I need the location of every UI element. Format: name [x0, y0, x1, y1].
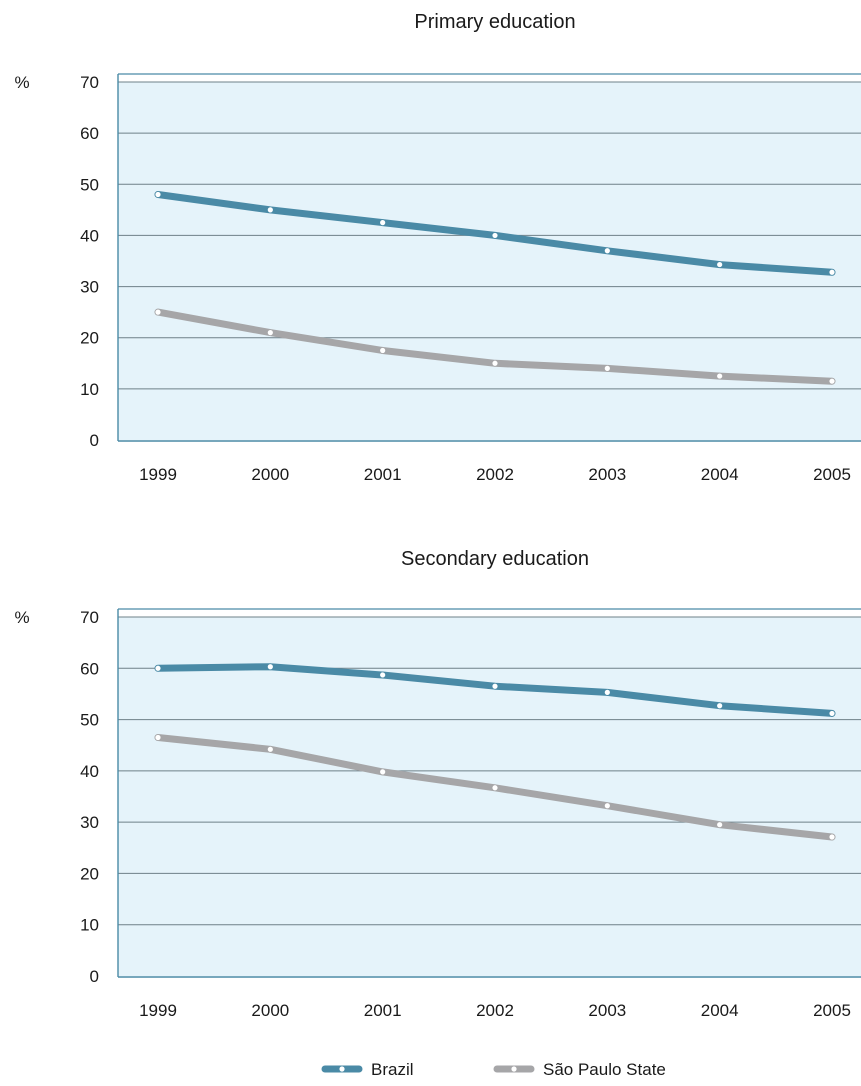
- y-tick-label: 50: [80, 175, 99, 194]
- data-point: [491, 682, 499, 690]
- data-point: [154, 191, 162, 198]
- chart-title: Primary education: [414, 11, 575, 33]
- y-tick-label: 10: [80, 380, 99, 399]
- y-tick-label: 30: [80, 278, 99, 297]
- x-tick-label: 1999: [139, 1001, 177, 1020]
- data-point: [491, 784, 499, 792]
- x-tick-label: 2004: [701, 465, 739, 484]
- data-point: [603, 364, 611, 372]
- y-tick-label: 40: [80, 226, 99, 245]
- legend-marker: [339, 1066, 345, 1072]
- x-tick-label: 2003: [588, 1001, 626, 1020]
- y-tick-label: 0: [90, 967, 99, 986]
- data-point: [266, 663, 274, 671]
- chart-title: Secondary education: [401, 548, 589, 570]
- legend: Brazil São Paulo State: [321, 1060, 666, 1079]
- y-tick-label: 50: [80, 711, 99, 730]
- data-point: [379, 671, 387, 679]
- x-tick-label: 2005: [813, 1001, 851, 1020]
- x-tick-label: 2003: [588, 465, 626, 484]
- data-point: [716, 261, 724, 268]
- y-axis-label: %: [14, 73, 29, 92]
- data-point: [154, 308, 162, 316]
- data-point: [379, 768, 387, 776]
- y-tick-label: 0: [90, 431, 99, 450]
- data-point: [154, 734, 162, 741]
- y-tick-label: 30: [80, 813, 99, 832]
- y-axis-label: %: [14, 608, 29, 627]
- data-point: [154, 664, 162, 672]
- x-tick-label: 2002: [476, 1001, 514, 1020]
- data-point: [603, 247, 611, 255]
- y-tick-label: 60: [80, 659, 99, 678]
- data-point: [828, 377, 836, 385]
- data-point: [603, 802, 611, 810]
- chart-panel-1: Primary education 0 10 20 30 40 50 60 70% 1999 200…: [14, 11, 861, 484]
- data-point: [828, 710, 836, 717]
- data-point: [266, 206, 274, 214]
- x-tick-label: 2002: [476, 465, 514, 484]
- plot-area: [118, 82, 861, 440]
- data-point: [716, 372, 724, 380]
- plot-area: [118, 617, 861, 976]
- x-tick-label: 2005: [813, 465, 851, 484]
- y-tick-label: 70: [80, 608, 99, 627]
- data-point: [716, 821, 724, 829]
- y-tick-label: 10: [80, 916, 99, 935]
- data-point: [491, 359, 499, 367]
- chart-panel-2: Secondary education 0 10 20 30 40 50 60 70% 1999 2…: [14, 548, 861, 1020]
- y-tick-label: 20: [80, 864, 99, 883]
- data-point: [716, 702, 724, 710]
- x-tick-label: 2000: [251, 1001, 289, 1020]
- data-point: [266, 329, 274, 337]
- data-point: [828, 833, 836, 841]
- data-point: [603, 688, 611, 696]
- x-tick-label: 2001: [364, 465, 402, 484]
- data-point: [379, 347, 387, 354]
- data-point: [491, 232, 499, 239]
- data-point: [266, 745, 274, 753]
- legend-marker: [511, 1066, 517, 1072]
- legend-label: Brazil: [371, 1060, 414, 1079]
- y-tick-label: 20: [80, 329, 99, 348]
- y-tick-label: 60: [80, 124, 99, 143]
- y-tick-label: 70: [80, 73, 99, 92]
- x-tick-label: 1999: [139, 465, 177, 484]
- x-tick-label: 2001: [364, 1001, 402, 1020]
- legend-label: São Paulo State: [543, 1060, 666, 1079]
- y-tick-label: 40: [80, 762, 99, 781]
- x-tick-label: 2000: [251, 465, 289, 484]
- data-point: [379, 219, 387, 227]
- x-tick-label: 2004: [701, 1001, 739, 1020]
- data-point: [828, 268, 836, 276]
